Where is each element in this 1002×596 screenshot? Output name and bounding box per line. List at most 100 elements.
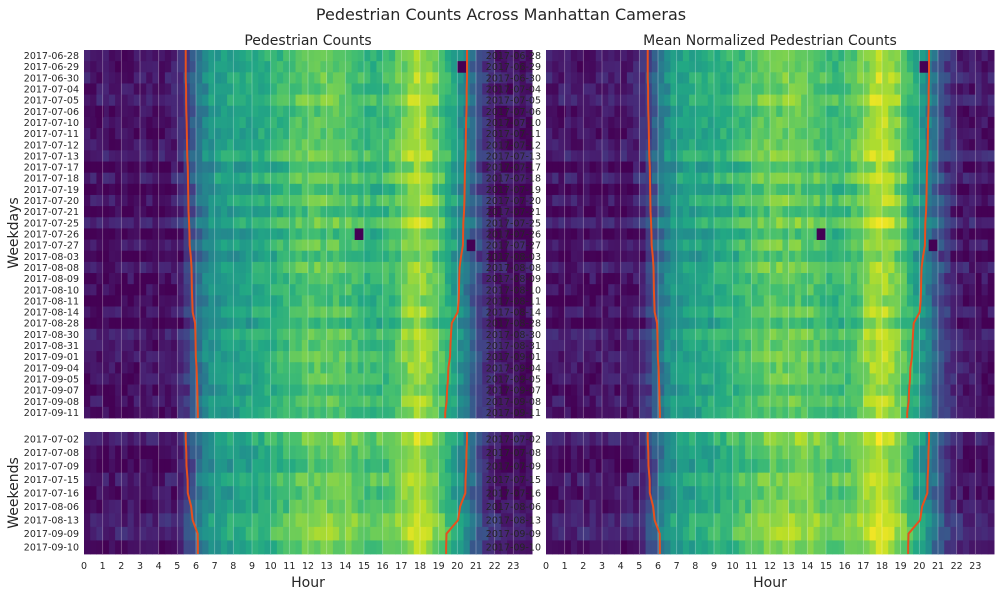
heatmap-cell [438,526,446,541]
heatmap-cell [651,50,659,62]
heatmap-cell [850,128,858,140]
heatmap-cell [525,183,533,196]
heatmap-cell [233,540,241,555]
heatmap-cell [658,317,665,330]
heatmap-cell [388,432,396,446]
heatmap-cell [115,94,122,107]
heatmap-cell [850,273,858,285]
heatmap-cell [639,105,647,118]
heatmap-cell [956,273,964,285]
heatmap-cell [127,150,135,162]
heatmap-cell [357,328,365,341]
heatmap-cell [364,61,371,73]
heatmap-cell [84,373,91,385]
heatmap-cell [438,217,446,229]
heatmap-cell [564,284,572,296]
heatmap-cell [801,139,808,151]
heatmap-cell [987,228,995,240]
heatmap-cell [500,172,508,185]
heatmap-cell [570,116,578,129]
heatmap-cell [115,317,122,330]
heatmap-cell [757,83,765,95]
heatmap-cell [826,61,833,73]
heatmap-cell [925,306,933,319]
heatmap-cell [875,261,883,274]
heatmap-cell [171,94,178,107]
heatmap-cell [270,384,278,397]
heatmap-cell [152,61,160,73]
heatmap-cell [276,445,284,460]
heatmap-cell [90,150,97,162]
heatmap-cell [726,295,734,307]
heatmap-cell [314,384,321,397]
heatmap-cell [457,228,465,240]
heatmap-cell [482,526,489,541]
heatmap-cell [158,499,166,514]
heatmap-cell [326,445,334,460]
heatmap-cell [208,306,216,319]
heatmap-cell [552,161,559,174]
heatmap-cell [564,116,572,129]
heatmap-cell [376,432,384,446]
heatmap-cell [751,194,759,207]
heatmap-cell [220,217,228,229]
heatmap-cell [519,328,527,341]
heatmap-cell [438,432,446,446]
heatmap-cell [426,472,433,487]
y-tick-label: 2017-07-11 [24,129,79,140]
heatmap-cell [987,183,995,196]
heatmap-cell [345,432,353,446]
heatmap-cell [444,384,452,397]
heatmap-cell [283,406,290,419]
heatmap-cell [513,373,521,385]
heatmap-cell [183,261,191,274]
heatmap-cell [938,194,945,207]
heatmap-cell [819,50,827,62]
heatmap-cell [264,273,272,285]
heatmap-cell [276,351,284,363]
heatmap-cell [84,239,91,252]
heatmap-cell [208,499,216,514]
heatmap-cell [457,183,465,196]
heatmap-cell [488,116,496,129]
heatmap-cell [925,284,933,296]
heatmap-cell [90,351,97,363]
heatmap-cell [214,206,222,218]
heatmap-cell [714,50,721,62]
heatmap-cell [301,94,309,107]
heatmap-cell [220,328,228,341]
heatmap-cell [944,105,951,118]
heatmap-cell [239,94,247,107]
heatmap-cell [863,284,871,296]
heatmap-cell [701,183,709,196]
heatmap-cell [308,128,315,140]
heatmap-cell [289,395,297,408]
heatmap-cell [832,217,839,229]
heatmap-cell [689,183,696,196]
heatmap-cell [376,395,384,408]
heatmap-cell [894,239,902,252]
heatmap-cell [819,306,827,319]
heatmap-cell [407,328,415,341]
heatmap-cell [832,295,839,307]
heatmap-cell [494,261,502,274]
heatmap-cell [133,161,141,174]
heatmap-cell [826,94,833,107]
heatmap-cell [570,72,578,84]
y-tick-label: 2017-08-11 [24,296,79,307]
heatmap-cell [189,83,197,95]
heatmap-cell [395,194,402,207]
heatmap-cell [776,105,783,118]
heatmap-cell [801,206,808,218]
heatmap-cell [676,284,684,296]
heatmap-cell [589,239,597,252]
heatmap-cell [906,306,914,319]
heatmap-cell [476,139,483,151]
heatmap-cell [507,373,514,385]
heatmap-cell [633,139,640,151]
heatmap-cell [838,172,846,185]
heatmap-cell [196,128,203,140]
heatmap-cell [152,513,160,528]
heatmap-cell [345,306,353,319]
heatmap-cell [782,206,790,218]
